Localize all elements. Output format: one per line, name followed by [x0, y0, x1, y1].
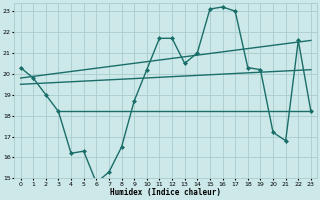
X-axis label: Humidex (Indice chaleur): Humidex (Indice chaleur)	[110, 188, 221, 197]
